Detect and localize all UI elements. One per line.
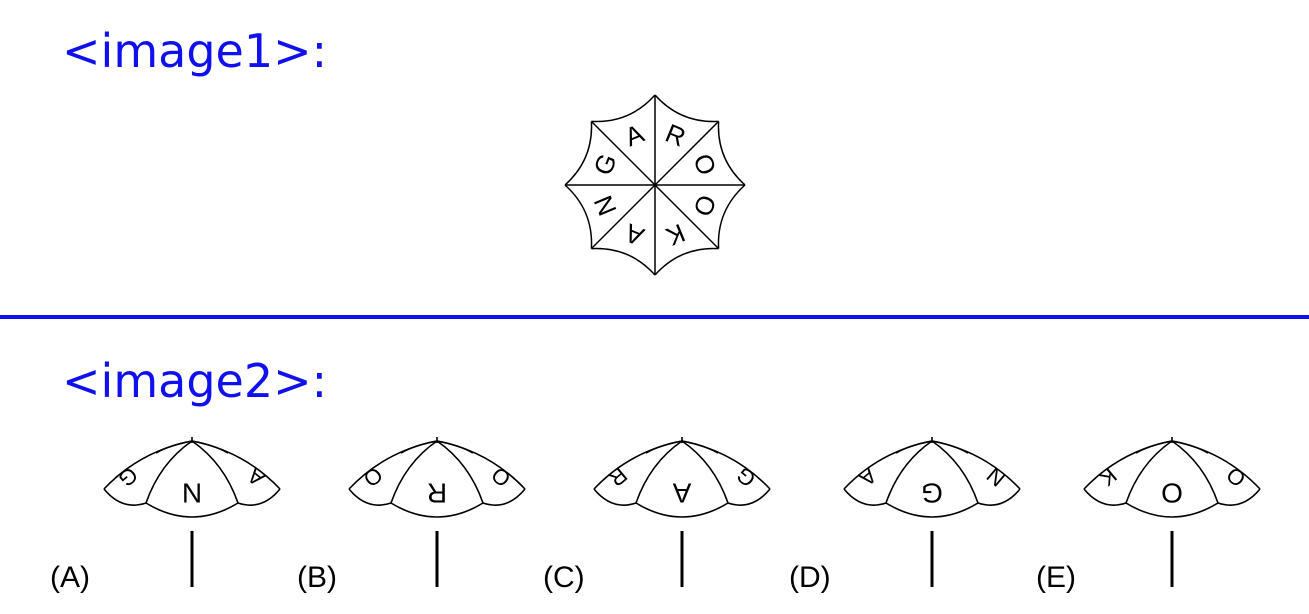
umbrella-letter: R bbox=[604, 462, 632, 491]
canopy-back-rib bbox=[932, 441, 968, 453]
canopy-rib bbox=[192, 441, 280, 489]
wheel-edge bbox=[655, 95, 719, 122]
option-b-label: (B) bbox=[297, 563, 337, 593]
option-c-label: (C) bbox=[543, 563, 585, 593]
umbrella-letter: A bbox=[854, 463, 882, 492]
image1-header: <image1>: bbox=[62, 28, 327, 74]
umbrella-letter: O bbox=[358, 462, 387, 492]
option-b-umbrella: ORO bbox=[345, 437, 529, 589]
canopy-back-rib bbox=[401, 441, 437, 453]
canopy-back-rib bbox=[156, 441, 192, 453]
umbrella-letter: G bbox=[113, 462, 142, 492]
option-a-label: (A) bbox=[50, 563, 90, 593]
canopy-rib bbox=[1084, 441, 1172, 489]
wheel-letter: G bbox=[587, 149, 622, 179]
canopy-rib bbox=[349, 441, 437, 489]
wheel-letter: K bbox=[661, 218, 689, 253]
canopy-rib bbox=[932, 441, 1020, 489]
wheel-edge bbox=[718, 121, 745, 185]
umbrella-letter: O bbox=[1221, 462, 1250, 492]
canopy-back-rib bbox=[1172, 441, 1208, 453]
umbrella-letters: GNA bbox=[113, 462, 269, 509]
canopy-back-rib bbox=[896, 441, 932, 453]
umbrella-letter: G bbox=[921, 478, 943, 509]
canopy-back-rib bbox=[682, 441, 718, 453]
umbrella-frame bbox=[844, 437, 1020, 587]
umbrella-letter: N bbox=[982, 462, 1010, 491]
wheel-letter: O bbox=[687, 191, 722, 221]
umbrella-letters: KOO bbox=[1094, 462, 1250, 509]
canopy-back-rib bbox=[437, 441, 473, 453]
option-c-umbrella: RAG bbox=[590, 437, 774, 589]
umbrella-letter: O bbox=[1161, 478, 1183, 509]
umbrella-frame bbox=[1084, 437, 1260, 587]
canopy-rib bbox=[594, 441, 682, 489]
umbrella-letters: ORO bbox=[358, 462, 515, 509]
wheel-edge bbox=[565, 121, 592, 185]
wheel-letter: N bbox=[588, 191, 623, 220]
wheel-edge bbox=[591, 248, 655, 275]
option-e-umbrella: KOO bbox=[1080, 437, 1264, 589]
umbrella-letter: R bbox=[427, 478, 447, 509]
canopy-back-rib bbox=[1136, 441, 1172, 453]
wheel-letter: O bbox=[687, 149, 722, 179]
image2-header: <image2>: bbox=[62, 358, 327, 404]
wheel-edge bbox=[718, 185, 745, 249]
umbrella-frame bbox=[565, 95, 745, 275]
umbrella-frame bbox=[594, 437, 770, 587]
canopy-rib bbox=[1172, 441, 1260, 489]
umbrella-letter: G bbox=[731, 462, 760, 492]
umbrella-frame bbox=[349, 437, 525, 587]
option-e-label: (E) bbox=[1036, 563, 1076, 593]
umbrella-letter: N bbox=[182, 478, 202, 509]
canopy-rib bbox=[437, 441, 525, 489]
wheel-edge bbox=[591, 95, 655, 122]
umbrella-frame bbox=[104, 437, 280, 587]
umbrella-letter: A bbox=[672, 478, 691, 509]
wheel-letter: A bbox=[621, 118, 649, 153]
canopy-back-rib bbox=[192, 441, 228, 453]
wheel-edge bbox=[565, 185, 592, 249]
wheel-letter: R bbox=[661, 118, 690, 153]
wheel-letter: A bbox=[620, 217, 648, 252]
umbrella-letter: K bbox=[1094, 463, 1122, 492]
canopy-rib bbox=[104, 441, 192, 489]
wheel-edge bbox=[655, 248, 719, 275]
canopy-rib bbox=[682, 441, 770, 489]
umbrella-letters: AGN bbox=[854, 462, 1010, 508]
option-d-umbrella: AGN bbox=[840, 437, 1024, 589]
umbrella-letter: A bbox=[242, 463, 270, 492]
canopy-rib bbox=[844, 441, 932, 489]
option-d-label: (D) bbox=[789, 563, 831, 593]
option-a-umbrella: GNA bbox=[100, 437, 284, 589]
canopy-back-rib bbox=[646, 441, 682, 453]
umbrella-letters: RAG bbox=[604, 462, 761, 509]
umbrella-letter: O bbox=[486, 462, 515, 492]
section-divider bbox=[0, 315, 1309, 319]
